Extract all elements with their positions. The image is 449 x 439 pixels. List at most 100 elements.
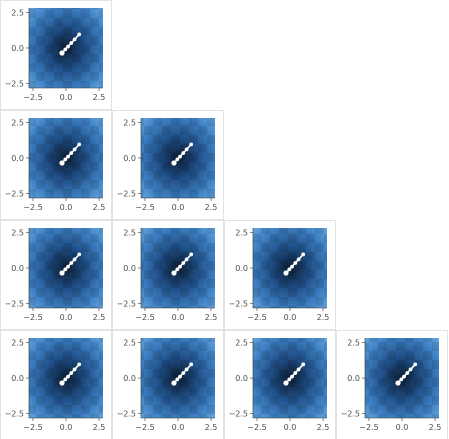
x-tick-label: 0.0	[60, 93, 73, 102]
panel-r3-c0: −2.5 0.0 2.5 −2.5 0.0 2.5	[0, 330, 112, 439]
trajectory-point	[63, 377, 68, 382]
trajectory-point	[72, 367, 77, 372]
x-tick-label: −2.5	[135, 203, 154, 212]
trajectory-point	[290, 374, 294, 379]
trajectory-point	[184, 147, 189, 152]
trajectory-point	[77, 142, 82, 147]
trajectory-point	[178, 154, 182, 159]
trajectory-point	[402, 374, 406, 379]
panel-r2-c2: −2.5 0.0 2.5 −2.5 0.0 2.5	[224, 220, 336, 330]
y-tick-label: −2.5	[5, 300, 24, 309]
trajectory-point	[296, 257, 301, 262]
y-tick-label: 0.0	[123, 374, 136, 383]
trajectory-point	[66, 154, 70, 159]
trajectory-point	[178, 374, 182, 379]
trajectory-point	[413, 362, 418, 367]
cell-border	[0, 110, 112, 220]
y-tick-label: 2.5	[347, 338, 360, 347]
trajectory-point	[69, 151, 74, 155]
x-tick-label: 0.0	[172, 203, 185, 212]
trajectory-point	[395, 380, 401, 386]
cell-border	[0, 220, 112, 330]
trajectory-point	[77, 252, 82, 257]
y-tick-label: 2.5	[11, 338, 24, 347]
y-tick-label: 2.5	[235, 338, 248, 347]
y-tick-label: −2.5	[117, 300, 136, 309]
trajectory-point	[293, 261, 298, 265]
x-tick-label: 2.5	[205, 203, 218, 212]
x-tick-label: 0.0	[172, 423, 185, 432]
trajectory-point	[69, 261, 74, 265]
trajectory-point	[287, 377, 292, 382]
x-tick-label: −2.5	[359, 423, 378, 432]
cell-border	[0, 0, 112, 110]
trajectory-point	[408, 367, 413, 372]
x-tick-label: 2.5	[205, 313, 218, 322]
trajectory-point	[69, 41, 74, 45]
trajectory-point	[189, 252, 194, 257]
x-tick-label: −2.5	[23, 423, 42, 432]
y-tick-label: −2.5	[229, 300, 248, 309]
trajectory-point	[63, 157, 68, 162]
trajectory-point	[63, 47, 68, 52]
trajectory-point	[72, 147, 77, 152]
trajectory-point	[77, 362, 82, 367]
trajectory-point	[189, 362, 194, 367]
y-tick-label: −2.5	[117, 190, 136, 199]
trajectory-point	[59, 270, 65, 276]
y-tick-label: 2.5	[235, 228, 248, 237]
trajectory-point	[175, 377, 180, 382]
trajectory-point	[171, 270, 177, 276]
y-tick-label: −2.5	[5, 80, 24, 89]
y-tick-label: 2.5	[11, 228, 24, 237]
x-tick-label: 2.5	[317, 313, 330, 322]
trajectory-point	[59, 160, 65, 166]
trajectory-point	[301, 252, 306, 257]
panel-r2-c0: −2.5 0.0 2.5 −2.5 0.0 2.5	[0, 220, 112, 330]
x-tick-label: −2.5	[23, 203, 42, 212]
y-tick-label: 2.5	[11, 8, 24, 17]
y-tick-label: 2.5	[11, 118, 24, 127]
y-tick-label: −2.5	[5, 190, 24, 199]
y-tick-label: −2.5	[5, 410, 24, 419]
x-tick-label: −2.5	[23, 313, 42, 322]
y-tick-label: 0.0	[235, 264, 248, 273]
trajectory-point	[181, 371, 186, 375]
y-tick-label: 2.5	[123, 228, 136, 237]
x-tick-label: −2.5	[135, 423, 154, 432]
panel-r3-c1: −2.5 0.0 2.5 −2.5 0.0 2.5	[112, 330, 224, 439]
trajectory-point	[287, 267, 292, 272]
x-tick-label: −2.5	[247, 313, 266, 322]
trajectory-point	[184, 367, 189, 372]
x-tick-label: 0.0	[396, 423, 409, 432]
trajectory-point	[59, 50, 65, 56]
y-tick-label: 0.0	[11, 154, 24, 163]
x-tick-label: 2.5	[93, 313, 106, 322]
x-tick-label: 2.5	[429, 423, 442, 432]
trajectory-point	[301, 362, 306, 367]
x-tick-label: 2.5	[93, 203, 106, 212]
x-tick-label: 2.5	[205, 423, 218, 432]
y-tick-label: −2.5	[341, 410, 360, 419]
y-tick-label: 0.0	[347, 374, 360, 383]
y-tick-label: −2.5	[229, 410, 248, 419]
trajectory-point	[66, 264, 70, 269]
trajectory-point	[66, 44, 70, 49]
trajectory-point	[290, 264, 294, 269]
trajectory-point	[293, 371, 298, 375]
x-tick-label: 2.5	[93, 423, 106, 432]
panel-r3-c3: −2.5 0.0 2.5 −2.5 0.0 2.5	[336, 330, 448, 439]
panel-r2-c1: −2.5 0.0 2.5 −2.5 0.0 2.5	[112, 220, 224, 330]
y-tick-label: 2.5	[123, 338, 136, 347]
trajectory-point	[399, 377, 404, 382]
trajectory-point	[63, 267, 68, 272]
trajectory-point	[296, 367, 301, 372]
trajectory-point	[69, 371, 74, 375]
trajectory-point	[175, 267, 180, 272]
y-tick-label: 0.0	[11, 264, 24, 273]
trajectory-point	[171, 380, 177, 386]
x-tick-label: 0.0	[172, 313, 185, 322]
cell-border	[112, 110, 224, 220]
